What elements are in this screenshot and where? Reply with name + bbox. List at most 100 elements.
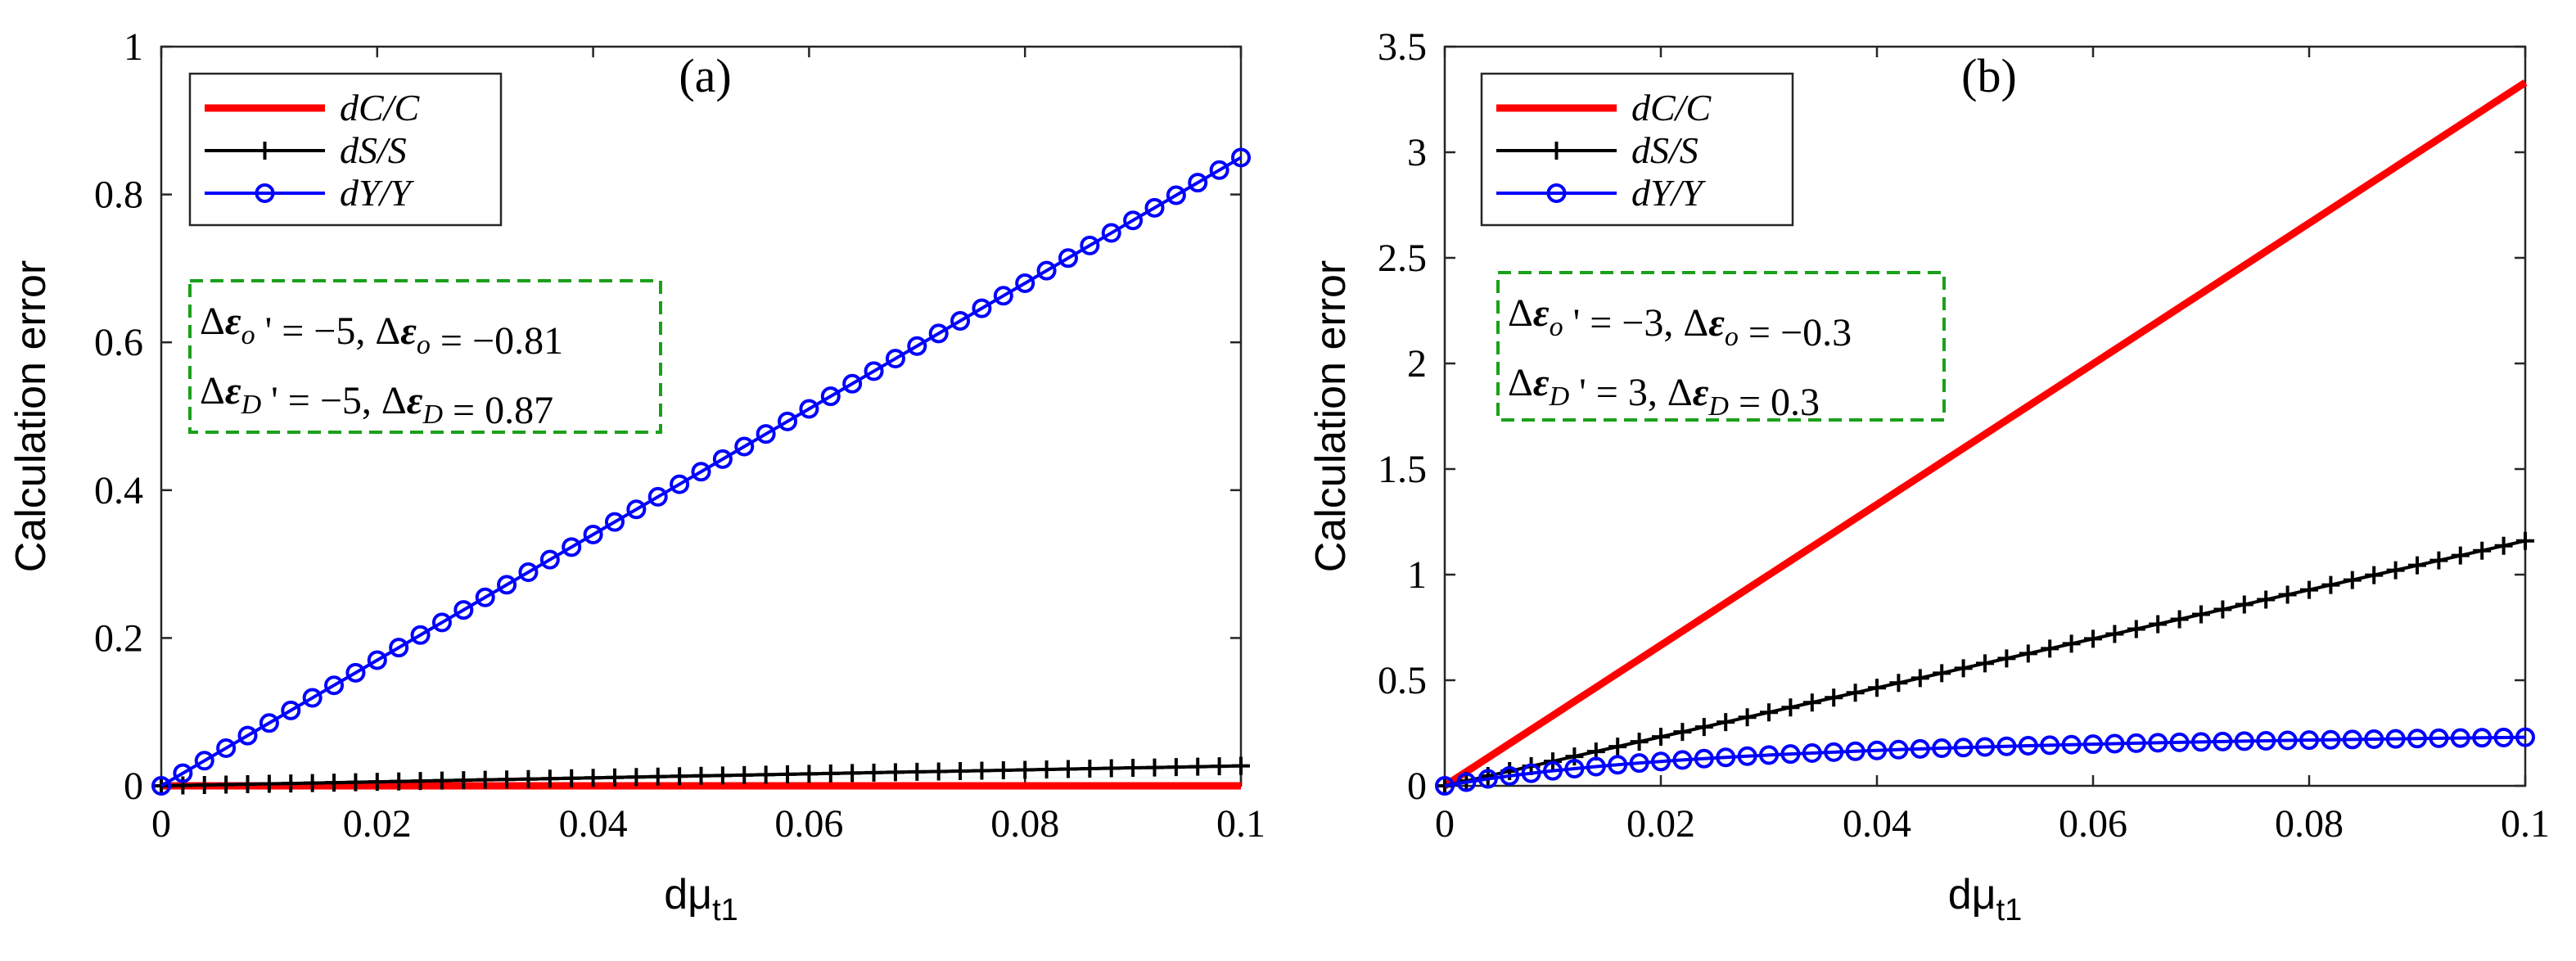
plus-marker (821, 764, 840, 783)
panel-label: (a) (679, 49, 731, 102)
y-tick-label: 2.5 (1378, 237, 1427, 280)
plus-marker (432, 771, 451, 790)
plus-marker (1717, 713, 1735, 732)
circle-marker (173, 763, 193, 783)
circle-marker (734, 436, 755, 457)
plus-marker (1846, 684, 1865, 702)
plus-marker (2192, 605, 2210, 624)
series-line (1442, 79, 2528, 789)
legend-label: dY/Y (340, 172, 414, 214)
circle-marker (842, 373, 863, 394)
circle-marker (2515, 727, 2535, 747)
x-axis-label: dμt1 (1948, 871, 2023, 927)
plus-marker (217, 775, 236, 794)
plus-marker (2127, 620, 2145, 638)
circle-marker (604, 512, 625, 532)
circle-marker (453, 600, 474, 620)
plus-marker (498, 770, 517, 789)
plus-marker (1976, 654, 1994, 673)
circle-marker (1651, 751, 1671, 772)
plus-marker (519, 769, 538, 788)
plus-marker (972, 761, 991, 780)
plus-marker (454, 771, 473, 790)
circle-marker (2018, 736, 2038, 756)
plus-marker (1933, 664, 1951, 683)
circle-marker (1802, 742, 1822, 763)
legend-circle-marker (1546, 183, 1567, 203)
legend-item-dc-c: dC/C (1496, 87, 1712, 129)
legend: dC/CdS/SdY/Y (1480, 72, 1794, 227)
plus-marker (2516, 531, 2534, 550)
y-tick-label: 2 (1407, 342, 1427, 386)
circle-marker (367, 650, 387, 670)
y-tick-label: 3.5 (1378, 25, 1427, 69)
plus-marker (1997, 649, 2016, 668)
circle-marker (2321, 729, 2341, 750)
circle-marker (1456, 772, 1477, 792)
y-tick-label: 0 (124, 765, 143, 808)
y-tick-label: 3 (1407, 131, 1427, 174)
plus-marker (325, 774, 344, 792)
plus-marker (2429, 551, 2448, 570)
x-tick-label: 0 (1435, 802, 1455, 846)
circle-marker (1166, 185, 1186, 205)
circle-marker (1716, 747, 1736, 768)
circle-marker (475, 587, 495, 607)
plus-marker (1825, 688, 1843, 707)
circle-marker (756, 424, 776, 444)
y-tick-label: 0.6 (94, 321, 143, 364)
plus-marker (1760, 703, 1778, 722)
x-tick-label: 0.02 (343, 802, 412, 846)
plus-marker (390, 772, 408, 791)
y-tick-label: 0 (1407, 765, 1427, 808)
circle-marker (1932, 738, 1952, 759)
y-tick-label: 0.2 (94, 616, 143, 660)
annotation-border (1496, 271, 1946, 422)
circle-marker (345, 662, 366, 683)
y-tick-label: 1.5 (1378, 448, 1427, 491)
circle-marker (2429, 728, 2449, 748)
plus-marker (238, 775, 257, 794)
circle-marker (281, 700, 301, 720)
plus-marker (2321, 575, 2340, 594)
legend-label: dC/C (1631, 87, 1712, 129)
circle-marker (1188, 173, 1208, 193)
x-tick-label: 0.06 (2059, 802, 2127, 846)
plus-marker (692, 766, 711, 785)
circle-marker (1867, 740, 1887, 760)
circle-marker (647, 486, 668, 507)
series-dc-c (1442, 79, 2528, 789)
circle-marker (2364, 729, 2384, 749)
circle-marker (2105, 733, 2125, 754)
plus-marker (584, 769, 602, 787)
annotation-line-2: ΔεD ' = 3, ΔεD = 0.3 (1508, 361, 1820, 424)
panel-b: 0 0.02 0.04 0.06 0.08 0.1 0 0.5 1 1.5 2 2.5 3 3.5 dμt1… (1307, 25, 2550, 927)
circle-marker (2299, 730, 2319, 751)
plus-marker (2494, 536, 2513, 555)
circle-marker (2472, 728, 2493, 748)
circle-marker (1737, 746, 1757, 766)
plus-marker (1016, 760, 1035, 779)
plus-marker (1232, 756, 1250, 775)
plus-marker (994, 760, 1013, 779)
plus-marker (2084, 629, 2102, 648)
circle-marker (1824, 742, 1844, 762)
plus-marker (2019, 644, 2037, 663)
legend-item-ds-s: dS/S (205, 129, 407, 171)
plus-marker (2300, 580, 2318, 599)
circle-marker (2450, 728, 2470, 748)
plus-marker (1608, 738, 1627, 756)
plus-marker (1673, 723, 1692, 742)
y-tick-label: 1 (124, 25, 143, 69)
plus-marker (195, 776, 214, 795)
circle-marker (993, 286, 1013, 306)
annotation-line-1: Δεo ' = −5, Δεo = −0.81 (200, 300, 563, 363)
plus-marker (1781, 698, 1800, 717)
legend-label: dS/S (1631, 129, 1699, 171)
legend-plus-marker (1547, 142, 1566, 160)
y-tick-label: 0.8 (94, 174, 143, 217)
circle-marker (2342, 729, 2362, 750)
circle-marker (324, 675, 345, 696)
plus-marker (2386, 561, 2405, 580)
